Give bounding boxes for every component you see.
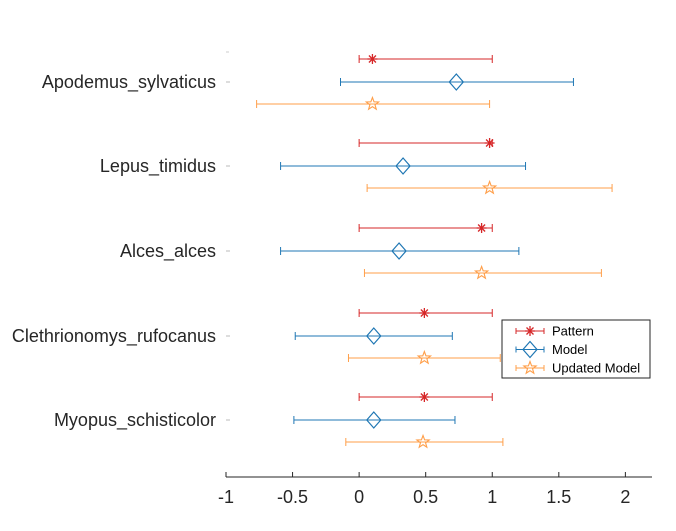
asterisk-marker bbox=[419, 392, 430, 402]
legend-item: Updated Model bbox=[515, 359, 640, 376]
diamond-marker bbox=[522, 340, 538, 359]
diamond-marker bbox=[365, 327, 382, 345]
asterisk-marker bbox=[419, 308, 430, 318]
x-tick-label: -0.5 bbox=[277, 487, 308, 507]
legend-item: Model bbox=[515, 340, 588, 359]
category-label: Apodemus_sylvaticus bbox=[42, 72, 216, 93]
diamond-marker bbox=[448, 73, 465, 91]
category-label: Clethrionomys_rufocanus bbox=[12, 326, 216, 347]
asterisk-marker bbox=[525, 326, 535, 336]
asterisk-marker bbox=[484, 138, 495, 148]
star-marker bbox=[415, 433, 431, 449]
star-marker bbox=[364, 95, 381, 111]
x-axis: -1 -0.5 0 0.5 1 1.5 2 bbox=[218, 51, 652, 507]
x-tick-label: 1 bbox=[487, 487, 497, 507]
asterisk-marker bbox=[476, 223, 487, 233]
series-pattern bbox=[358, 54, 495, 402]
category-label: Lepus_timidus bbox=[100, 156, 216, 177]
star-marker bbox=[481, 179, 498, 195]
legend-label: Updated Model bbox=[552, 361, 640, 376]
series-marks bbox=[256, 54, 613, 449]
series-model bbox=[280, 73, 574, 429]
x-tick-label: -1 bbox=[218, 487, 234, 507]
diamond-marker bbox=[391, 242, 407, 260]
star-marker bbox=[416, 349, 433, 365]
x-tick-label: 1.5 bbox=[546, 487, 571, 507]
x-tick-label: 2 bbox=[620, 487, 630, 507]
legend-label: Model bbox=[552, 342, 588, 357]
diamond-marker bbox=[395, 157, 411, 175]
star-marker bbox=[473, 264, 490, 280]
category-label: Alces_alces bbox=[120, 241, 216, 262]
legend: Pattern Model Updated Model bbox=[501, 319, 651, 379]
legend-label: Pattern bbox=[552, 324, 594, 339]
category-label: Myopus_schisticolor bbox=[54, 410, 216, 431]
diamond-marker bbox=[365, 411, 382, 429]
legend-item: Pattern bbox=[515, 324, 594, 339]
series-updated-model bbox=[256, 95, 613, 449]
asterisk-marker bbox=[367, 54, 378, 64]
x-tick-label: 0.5 bbox=[413, 487, 438, 507]
x-tick-label: 0 bbox=[354, 487, 364, 507]
category-labels: Apodemus_sylvaticus Lepus_timidus Alces_al… bbox=[12, 72, 216, 431]
star-marker bbox=[522, 359, 538, 375]
